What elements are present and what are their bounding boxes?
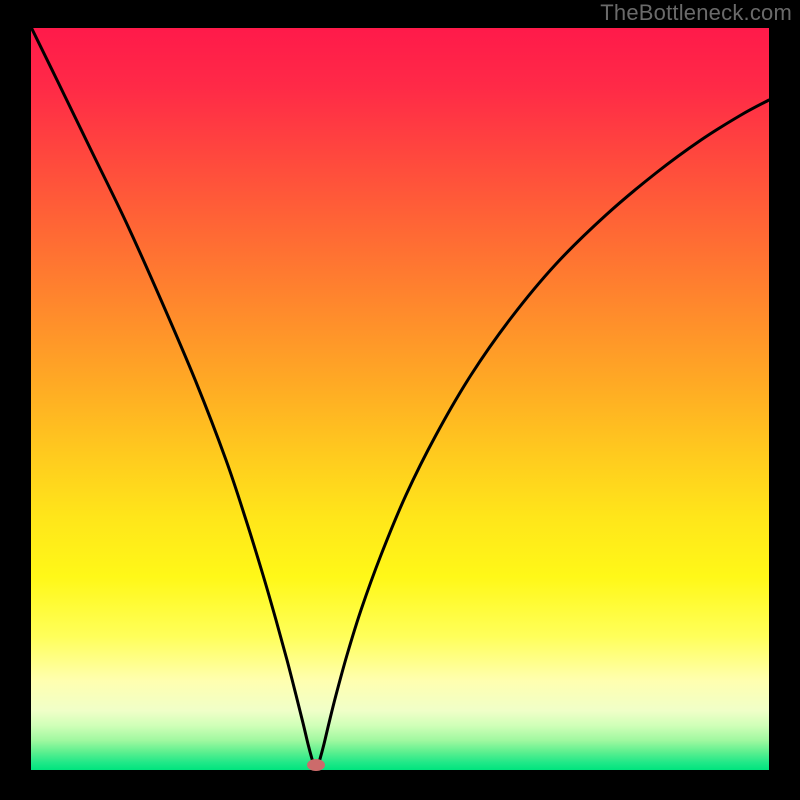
bottleneck-curve-line — [32, 28, 770, 769]
optimal-point-marker — [307, 759, 325, 771]
watermark-text: TheBottleneck.com — [600, 0, 792, 26]
chart-curve — [31, 28, 769, 770]
chart-plot-area — [31, 28, 769, 770]
